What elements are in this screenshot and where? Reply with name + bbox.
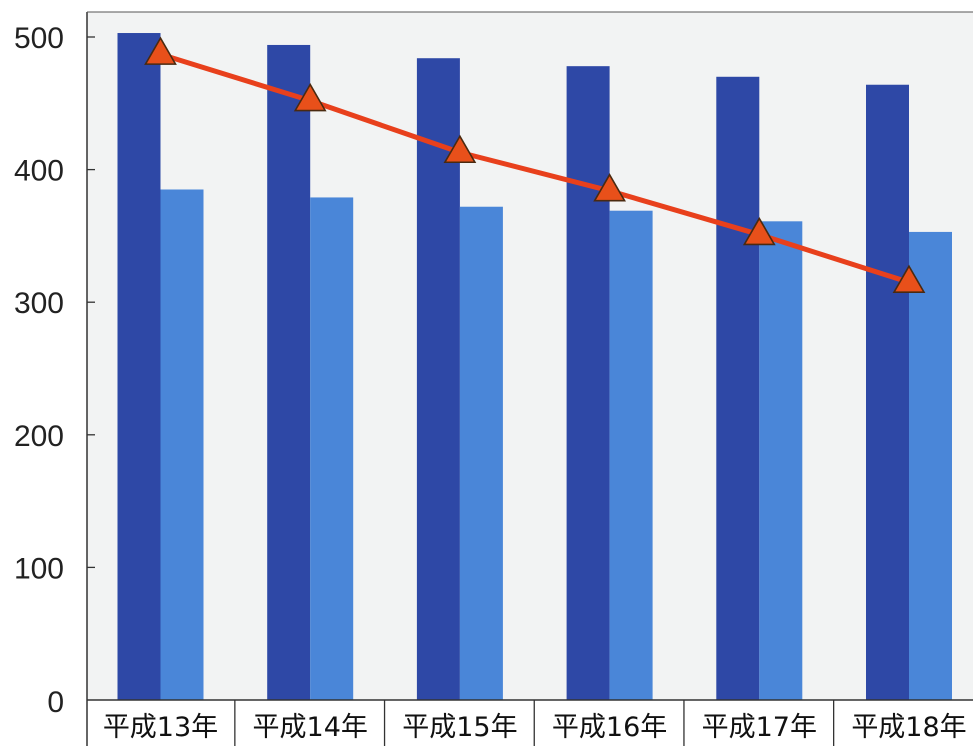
bar-series1-5 <box>866 84 909 700</box>
bar-series2-4 <box>759 221 803 700</box>
line-marker-3 <box>593 173 626 202</box>
bar-series1-3 <box>566 66 610 700</box>
bar-series1-0 <box>117 33 161 701</box>
line-marker-1 <box>293 82 327 112</box>
x-tick-label: 平成13年 <box>103 712 218 743</box>
line-layer <box>144 36 926 293</box>
x-tick-label: 平成18年 <box>851 712 966 743</box>
plot-area <box>87 12 973 700</box>
bar-series1-2 <box>416 58 460 700</box>
bar-series2-1 <box>310 197 354 701</box>
bar-series2-2 <box>459 206 503 700</box>
y-tick-label: 0 <box>47 686 64 719</box>
x-axis: 平成13年 平成14年 平成15年 平成16年 平成17年 平成18年 <box>103 700 967 746</box>
y-tick-label: 200 <box>14 420 64 453</box>
line-marker-5 <box>892 264 926 293</box>
bar-series1-1 <box>267 44 311 701</box>
x-tick-label: 平成14年 <box>253 712 368 743</box>
y-tick-label: 500 <box>14 22 64 55</box>
x-tick-label: 平成15年 <box>402 712 517 743</box>
line-marker-2 <box>443 134 477 164</box>
y-tick-label: 100 <box>14 552 64 585</box>
bar-series2-3 <box>609 210 653 700</box>
line-marker-0 <box>144 36 177 65</box>
bar-series1-4 <box>716 76 760 700</box>
y-tick-label: 400 <box>14 155 64 188</box>
bar-series2-5 <box>909 231 952 700</box>
y-tick-label: 300 <box>14 287 64 320</box>
x-tick-label: 平成17年 <box>702 712 817 743</box>
x-tick-label: 平成16年 <box>552 712 667 743</box>
line-series <box>159 51 910 285</box>
bars-layer <box>117 33 952 701</box>
line-marker-4 <box>742 216 776 246</box>
y-axis: 0 100 200 300 400 500 <box>14 22 95 719</box>
bar-series2-0 <box>160 189 204 701</box>
